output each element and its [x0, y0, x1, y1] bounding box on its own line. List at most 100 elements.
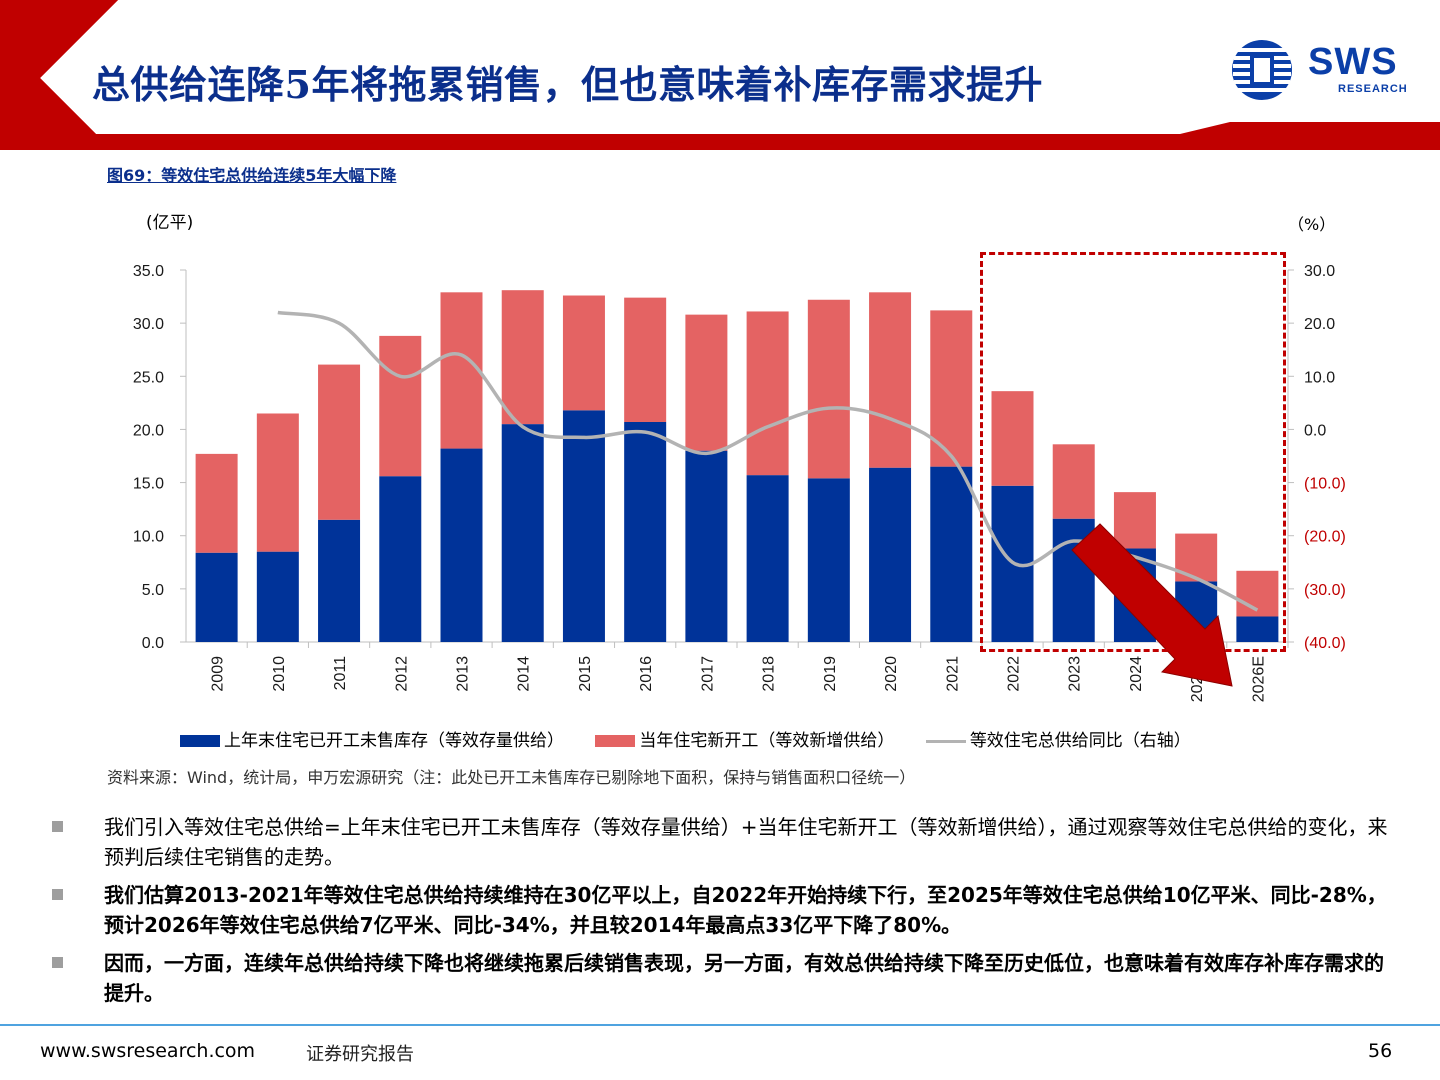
x-tick-label: 2011	[332, 656, 349, 691]
left-tick-label: 0.0	[142, 635, 164, 652]
legend-label-stock: 上年末住宅已开工未售库存（等效存量供给）	[224, 731, 564, 751]
chart-labels: 0.0 5.0 10.0 15.0 20.0 25.0 30.0 35.0 (40.0) (30.…	[133, 213, 1346, 702]
bullet-square-icon	[52, 957, 63, 968]
chart-axes	[180, 269, 1294, 648]
bar-stock-2016	[624, 421, 667, 642]
x-tick-label: 2013	[455, 656, 472, 692]
bar-new-starts-2016	[624, 297, 667, 422]
x-tick-label: 2021	[944, 656, 961, 692]
logo-icon	[1232, 40, 1292, 100]
bar-new-starts-2014	[501, 290, 544, 425]
x-tick-label: 2009	[210, 656, 227, 692]
bar-stock-2026E	[1236, 616, 1279, 642]
right-axis-unit: （%）	[1288, 215, 1335, 234]
legend-item-yoy: 等效住宅总供给同比（右轴）	[925, 726, 1191, 751]
left-axis-unit: (亿平)	[146, 213, 193, 233]
x-tick-label: 2024	[1128, 656, 1145, 692]
logo-text: SWS	[1308, 41, 1398, 83]
x-tick-label: 2010	[271, 656, 288, 692]
bullet-square-icon	[52, 889, 63, 900]
bar-new-starts-2019	[807, 299, 850, 479]
x-tick-label: 2026E	[1250, 656, 1267, 702]
x-tick-label: 2017	[699, 656, 716, 692]
header-red-corner	[0, 0, 118, 134]
footer-doc-type: 证券研究报告	[306, 1044, 414, 1065]
left-tick-label: 25.0	[133, 369, 164, 386]
bar-stock-2017	[685, 450, 728, 642]
bullet-item-1: 我们引入等效住宅总供给=上年末住宅已开工未售库存（等效存量供给）+当年住宅新开工…	[52, 812, 1402, 872]
right-tick-label: 30.0	[1304, 263, 1335, 280]
bar-new-starts-2009	[195, 453, 238, 553]
chart-legend: 上年末住宅已开工未售库存（等效存量供给） 当年住宅新开工（等效新增供给） 等效住…	[180, 726, 1217, 751]
right-tick-label: 10.0	[1304, 369, 1335, 386]
bar-stock-2015	[562, 410, 605, 642]
footer-website-link[interactable]: www.swsresearch.com	[40, 1040, 256, 1062]
bar-stock-2019	[807, 478, 850, 642]
right-tick-label: (10.0)	[1304, 476, 1346, 493]
bar-stock-2010	[256, 551, 299, 642]
bullet-item-3: 因而，一方面，连续年总供给持续下降也将继续拖累后续销售表现，另一方面，有效总供给…	[52, 948, 1402, 1008]
footer-divider	[0, 1024, 1440, 1026]
bullet-list: 我们引入等效住宅总供给=上年末住宅已开工未售库存（等效存量供给）+当年住宅新开工…	[52, 812, 1402, 1016]
logo-subtext: RESEARCH	[1338, 83, 1408, 95]
bar-new-starts-2011	[318, 364, 361, 520]
x-tick-label: 2014	[516, 656, 533, 692]
bar-stock-2014	[501, 424, 544, 642]
left-tick-label: 30.0	[133, 316, 164, 333]
left-tick-label: 5.0	[142, 582, 164, 599]
right-tick-label: 0.0	[1304, 422, 1326, 439]
legend-label-yoy: 等效住宅总供给同比（右轴）	[969, 731, 1191, 751]
legend-swatch-yoy	[925, 739, 966, 743]
bar-new-starts-2023	[1052, 444, 1095, 519]
figure-caption: 图69：等效住宅总供给连续5年大幅下降	[107, 166, 397, 185]
bullet-square-icon	[52, 821, 63, 832]
x-tick-label: 2020	[883, 656, 900, 692]
bullet-item-2: 我们估算2013-2021年等效住宅总供给持续维持在30亿平以上，自2022年开…	[52, 880, 1402, 940]
bar-new-starts-2018	[746, 311, 789, 476]
bar-new-starts-2020	[869, 292, 912, 468]
bar-new-starts-2017	[685, 314, 728, 451]
page-title: 总供给连降5年将拖累销售，但也意味着补库存需求提升	[92, 62, 1043, 107]
right-tick-label: (30.0)	[1304, 582, 1346, 599]
x-tick-label: 2012	[393, 656, 410, 692]
page-number: 56	[1368, 1040, 1393, 1062]
bar-new-starts-2024	[1113, 492, 1156, 549]
bar-stock-2018	[746, 475, 789, 642]
x-tick-label: 2022	[1006, 656, 1023, 692]
bullet-text-3: 因而，一方面，连续年总供给持续下降也将继续拖累后续销售表现，另一方面，有效总供给…	[104, 951, 1384, 1005]
legend-item-new-starts: 当年住宅新开工（等效新增供给）	[595, 726, 894, 751]
bar-stock-2011	[318, 519, 361, 642]
legend-swatch-stock	[180, 735, 220, 747]
x-tick-label: 2019	[822, 656, 839, 692]
bullet-text-1: 我们引入等效住宅总供给=上年末住宅已开工未售库存（等效存量供给）+当年住宅新开工…	[104, 815, 1388, 869]
bar-new-starts-2010	[256, 413, 299, 552]
header-decoration	[0, 0, 1440, 150]
stacked-bar-line-chart: 0.0 5.0 10.0 15.0 20.0 25.0 30.0 35.0 (40.0) (30.…	[133, 213, 1346, 702]
sws-logo: SWS RESEARCH	[1230, 38, 1420, 102]
header-red-tab	[1180, 122, 1440, 134]
legend-swatch-new-starts	[595, 735, 636, 747]
left-tick-label: 15.0	[133, 476, 164, 493]
bar-stock-2009	[195, 552, 238, 642]
x-tick-label: 2023	[1067, 656, 1084, 692]
header-red-shape	[0, 0, 1440, 150]
bar-new-starts-2013	[440, 292, 483, 449]
bar-stock-2012	[379, 476, 422, 642]
bar-stock-2021	[930, 466, 973, 642]
x-tick-label: 2015	[577, 656, 594, 692]
highlight-box-2022-2026	[980, 252, 1286, 652]
bullet-text-2: 我们估算2013-2021年等效住宅总供给持续维持在30亿平以上，自2022年开…	[104, 883, 1387, 937]
bar-new-starts-2022	[991, 391, 1034, 486]
bar-stock-2013	[440, 448, 483, 642]
bar-stock-2020	[869, 467, 912, 642]
right-tick-label: (20.0)	[1304, 529, 1346, 546]
left-tick-label: 35.0	[133, 263, 164, 280]
bar-new-starts-2015	[562, 295, 605, 411]
bar-new-starts-2012	[379, 335, 422, 477]
right-tick-label: 20.0	[1304, 316, 1335, 333]
legend-item-stock: 上年末住宅已开工未售库存（等效存量供给）	[180, 726, 564, 751]
source-note: 资料来源：Wind，统计局，申万宏源研究（注：此处已开工未售库存已剔除地下面积，…	[107, 768, 916, 787]
chart-bars	[195, 290, 1279, 642]
right-tick-label: (40.0)	[1304, 635, 1346, 652]
left-tick-label: 20.0	[133, 422, 164, 439]
